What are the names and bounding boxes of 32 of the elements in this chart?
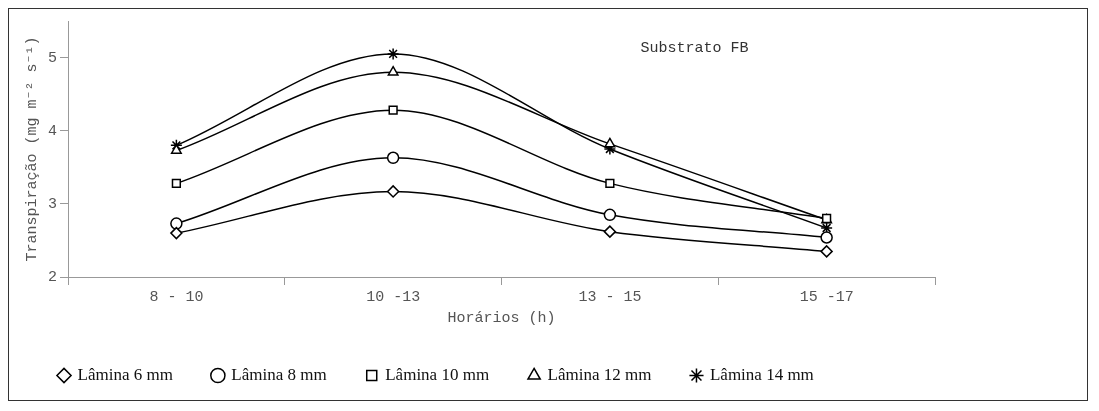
x-tick-label: 15 -17 [799,288,854,306]
x-tick-label: 8 - 10 [149,288,204,306]
point [820,245,833,258]
legend-label: Lâmina 10 mm [385,364,490,384]
point [603,225,617,238]
point [605,178,615,189]
point [820,221,833,235]
point [821,213,833,224]
annotation: Substrato FB [640,40,749,58]
x-tick-label: 13 - 15 [578,288,642,306]
point [170,226,183,240]
point [386,47,400,61]
point [820,231,833,244]
x-tick-label: 10 -13 [366,288,421,306]
y-axis-title: Transpiração (mg m⁻² s⁻¹) [23,36,41,262]
point [604,137,616,148]
point [387,65,399,76]
point [170,217,183,230]
y-tick-label: 5 [47,49,57,67]
legend-label: Lâmina 6 mm [77,364,173,384]
legend-label: Lâmina 14 mm [709,364,814,384]
legend-label: Lâmina 8 mm [231,364,327,384]
point [386,185,400,198]
point [171,178,182,189]
y-tick-label: 2 [47,268,57,286]
legend-label: Lâmina 12 mm [547,364,652,384]
point [603,208,617,222]
y-tick-label: 3 [47,195,57,213]
y-tick-label: 4 [47,122,57,140]
point [388,105,398,115]
point [386,151,400,165]
x-axis-title: Horários (h) [447,309,556,327]
